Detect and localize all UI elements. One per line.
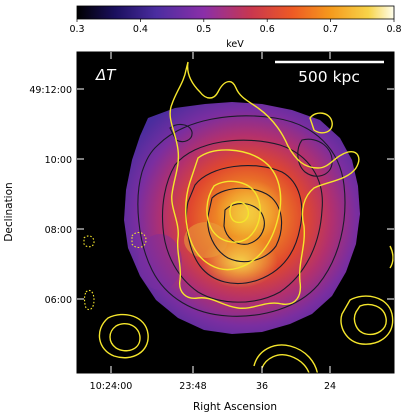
y-axis-title: Declination <box>3 182 15 241</box>
y-tick-label: 06:00 <box>45 295 72 306</box>
colorbar-unit: keV <box>226 39 244 50</box>
x-tick-label: 10:24:00 <box>90 381 133 392</box>
yellow-contours <box>98 61 394 373</box>
colorbar-gradient <box>76 5 395 20</box>
colorbar: 0.3 0.4 0.5 0.6 0.7 0.8 keV <box>69 5 402 50</box>
yellow-dashed-contours <box>83 231 147 311</box>
dark-contours <box>137 115 346 317</box>
hot-region-core <box>216 180 284 240</box>
map-frame <box>76 51 395 374</box>
x-tick-label: 36 <box>256 381 268 392</box>
y-tick-label: 08:00 <box>45 225 72 236</box>
colorbar-tick: 0.4 <box>133 24 148 35</box>
temperature-map: ΔT 500 kpc <box>77 52 394 373</box>
y-tick-label: 49:12:00 <box>29 85 72 96</box>
x-axis-title: Right Ascension <box>193 401 277 413</box>
y-tick-label: 10:00 <box>45 155 72 166</box>
x-tick-label: 24 <box>324 381 336 392</box>
colorbar-tick: 0.8 <box>386 24 401 35</box>
colorbar-tick: 0.5 <box>196 24 211 35</box>
quantity-label: ΔT <box>95 66 117 84</box>
scale-bar-label: 500 kpc <box>298 68 360 86</box>
x-tick-label: 23:48 <box>179 381 206 392</box>
colorbar-tick: 0.6 <box>260 24 275 35</box>
cool-patch <box>138 234 182 290</box>
colorbar-tick: 0.7 <box>323 24 338 35</box>
colorbar-tick: 0.3 <box>69 24 84 35</box>
inner-ticks <box>77 52 394 373</box>
